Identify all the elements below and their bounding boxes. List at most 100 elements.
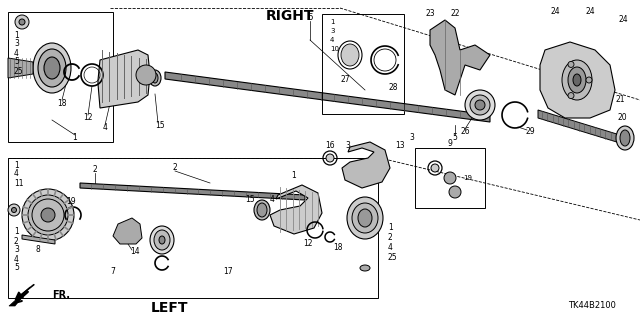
Ellipse shape bbox=[568, 67, 586, 93]
Ellipse shape bbox=[150, 226, 174, 254]
Text: 13: 13 bbox=[395, 140, 405, 150]
Circle shape bbox=[19, 19, 25, 25]
Polygon shape bbox=[430, 20, 490, 95]
Bar bbox=[415, 148, 485, 208]
Polygon shape bbox=[98, 50, 150, 108]
Ellipse shape bbox=[475, 100, 485, 110]
Ellipse shape bbox=[22, 189, 74, 241]
Text: 15: 15 bbox=[245, 196, 255, 204]
Ellipse shape bbox=[360, 265, 370, 271]
Text: 7: 7 bbox=[111, 268, 115, 277]
Text: TK44B2100: TK44B2100 bbox=[568, 300, 616, 309]
Bar bbox=[322, 14, 404, 114]
Ellipse shape bbox=[159, 236, 165, 244]
Ellipse shape bbox=[149, 70, 161, 86]
Text: 11: 11 bbox=[14, 179, 24, 188]
Ellipse shape bbox=[470, 95, 490, 115]
Text: 2: 2 bbox=[93, 166, 97, 174]
Text: 8: 8 bbox=[36, 246, 40, 255]
Text: 4: 4 bbox=[269, 196, 275, 204]
Text: 19: 19 bbox=[66, 197, 76, 206]
Text: 5: 5 bbox=[14, 263, 19, 272]
Text: 24: 24 bbox=[585, 8, 595, 17]
Ellipse shape bbox=[431, 164, 439, 172]
Text: 27: 27 bbox=[340, 76, 350, 85]
Ellipse shape bbox=[326, 154, 334, 162]
Text: 20: 20 bbox=[617, 114, 627, 122]
Text: FR.: FR. bbox=[52, 290, 70, 300]
Text: 1: 1 bbox=[292, 170, 296, 180]
Text: 25: 25 bbox=[388, 254, 397, 263]
Ellipse shape bbox=[28, 195, 68, 235]
Polygon shape bbox=[165, 72, 490, 122]
Ellipse shape bbox=[44, 57, 60, 79]
Text: 24: 24 bbox=[618, 16, 628, 25]
Text: 3: 3 bbox=[14, 246, 19, 255]
Text: 2: 2 bbox=[14, 236, 19, 246]
Circle shape bbox=[586, 77, 592, 83]
Text: 28: 28 bbox=[388, 84, 397, 93]
Text: 22: 22 bbox=[451, 10, 460, 19]
Polygon shape bbox=[270, 185, 322, 234]
Circle shape bbox=[8, 204, 20, 216]
Text: 24: 24 bbox=[550, 8, 560, 17]
Ellipse shape bbox=[616, 126, 634, 150]
Ellipse shape bbox=[562, 60, 592, 100]
Text: 26: 26 bbox=[460, 128, 470, 137]
Polygon shape bbox=[80, 183, 305, 200]
Ellipse shape bbox=[573, 74, 581, 86]
Text: 29: 29 bbox=[525, 128, 535, 137]
Ellipse shape bbox=[358, 209, 372, 227]
Text: 2: 2 bbox=[388, 234, 393, 242]
Text: 18: 18 bbox=[333, 243, 343, 253]
Ellipse shape bbox=[341, 44, 359, 66]
Text: 18: 18 bbox=[57, 99, 67, 108]
Ellipse shape bbox=[154, 230, 170, 250]
Ellipse shape bbox=[33, 43, 71, 93]
Circle shape bbox=[15, 15, 29, 29]
Text: 1: 1 bbox=[388, 224, 393, 233]
Text: 1: 1 bbox=[14, 160, 19, 169]
Text: 25: 25 bbox=[14, 66, 24, 76]
Text: 1: 1 bbox=[72, 133, 77, 143]
Circle shape bbox=[12, 207, 17, 212]
Text: 5: 5 bbox=[14, 57, 19, 66]
Text: 6: 6 bbox=[307, 13, 313, 23]
Circle shape bbox=[136, 65, 156, 85]
Text: 1: 1 bbox=[14, 31, 19, 40]
Text: 15: 15 bbox=[155, 122, 165, 130]
Ellipse shape bbox=[620, 130, 630, 146]
Text: 23: 23 bbox=[425, 10, 435, 19]
Text: 14: 14 bbox=[130, 248, 140, 256]
Text: 16: 16 bbox=[325, 140, 335, 150]
Text: 4: 4 bbox=[388, 243, 393, 253]
Ellipse shape bbox=[257, 203, 267, 217]
Polygon shape bbox=[342, 142, 390, 188]
Ellipse shape bbox=[352, 203, 378, 233]
Text: 10: 10 bbox=[330, 46, 339, 52]
Bar bbox=[8, 12, 113, 142]
Text: 19: 19 bbox=[463, 175, 472, 181]
Text: 4: 4 bbox=[14, 169, 19, 179]
Text: 1: 1 bbox=[330, 19, 335, 25]
Text: 4: 4 bbox=[102, 123, 108, 132]
Circle shape bbox=[449, 186, 461, 198]
Text: LEFT: LEFT bbox=[151, 301, 189, 315]
Polygon shape bbox=[9, 287, 30, 306]
Polygon shape bbox=[538, 110, 620, 143]
Text: 4: 4 bbox=[330, 37, 334, 43]
Ellipse shape bbox=[347, 197, 383, 239]
Polygon shape bbox=[22, 235, 55, 244]
Text: 2: 2 bbox=[173, 164, 177, 173]
Text: 17: 17 bbox=[223, 268, 233, 277]
Bar bbox=[8, 158, 378, 298]
Circle shape bbox=[444, 172, 456, 184]
Text: 3: 3 bbox=[410, 133, 415, 143]
Text: 3: 3 bbox=[330, 28, 335, 34]
Text: 5: 5 bbox=[452, 133, 458, 143]
Polygon shape bbox=[8, 58, 33, 78]
Text: 4: 4 bbox=[14, 48, 19, 57]
Text: 3: 3 bbox=[346, 140, 351, 150]
Ellipse shape bbox=[38, 49, 66, 87]
Ellipse shape bbox=[41, 208, 55, 222]
